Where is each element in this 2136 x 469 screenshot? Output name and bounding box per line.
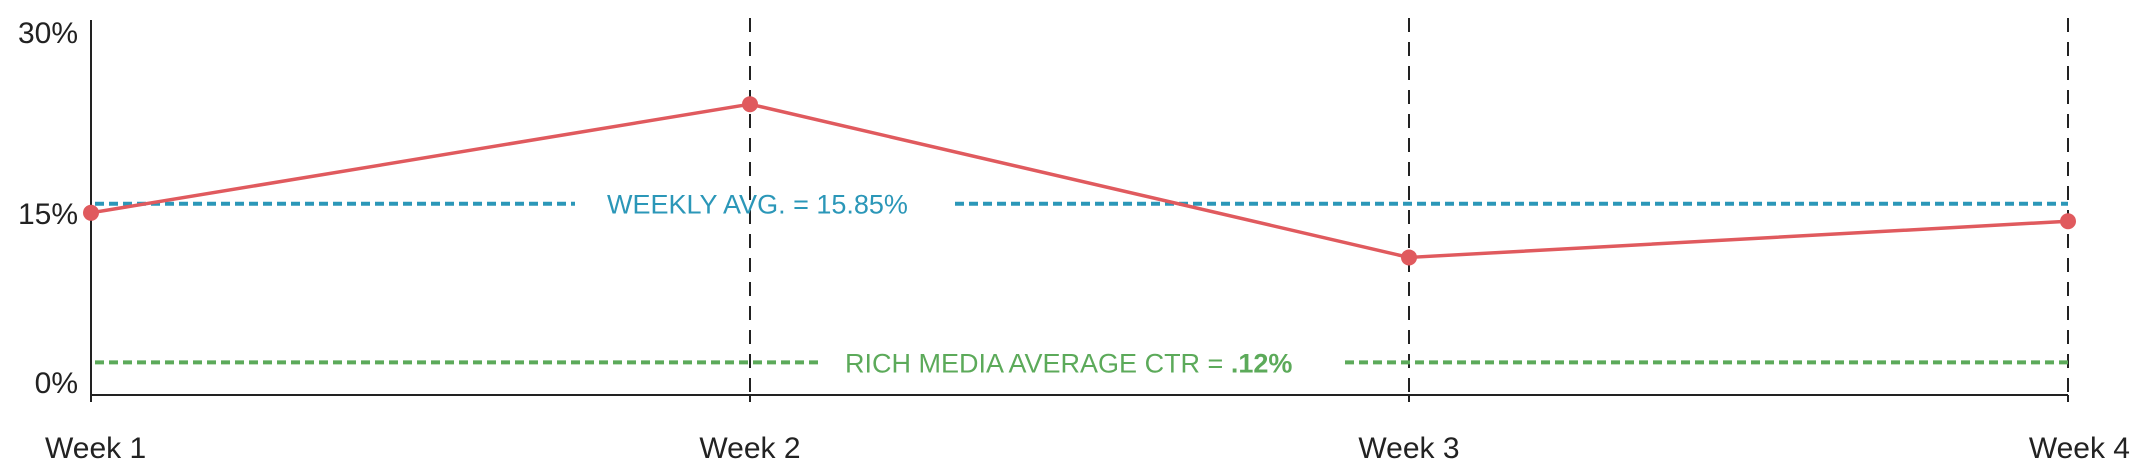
y-tick-label: 15% xyxy=(18,198,78,231)
axes xyxy=(90,20,2068,396)
x-tick-label: Week 1 xyxy=(45,432,146,465)
reference-label-text: RICH MEDIA AVERAGE CTR = xyxy=(845,348,1231,378)
series-line xyxy=(90,102,2069,260)
x-tick-label: Week 3 xyxy=(1358,432,1459,465)
reference-line-1-label: WEEKLY AVG. = 15.85% xyxy=(607,190,908,220)
tick-labels: 0% 15% 30% Week 1 Week 2 Week 3 Week 4 xyxy=(18,17,2130,465)
reference-label-value: .12% xyxy=(1231,348,1293,378)
data-point-week-2 xyxy=(742,96,758,113)
reference-line-2-label: RICH MEDIA AVERAGE CTR = .12% xyxy=(845,348,1292,378)
reference-label-text: WEEKLY AVG. = 15.85% xyxy=(607,190,908,220)
reference-lines: WEEKLY AVG. = 15.85% RICH MEDIA AVERAGE C… xyxy=(95,190,2068,378)
data-point-week-3 xyxy=(1401,249,1417,266)
y-tick-label: 30% xyxy=(18,17,78,50)
gridlines xyxy=(90,18,2069,402)
data-point-week-1 xyxy=(83,204,99,221)
x-tick-label: Week 4 xyxy=(2029,432,2130,465)
x-tick-label: Week 2 xyxy=(699,432,800,465)
data-point-week-4 xyxy=(2060,213,2076,230)
series xyxy=(83,96,2076,266)
y-tick-label: 0% xyxy=(35,367,78,400)
